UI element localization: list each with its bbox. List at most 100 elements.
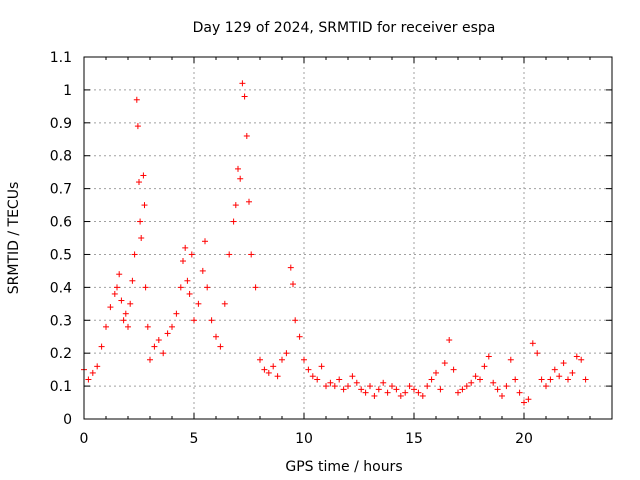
data-point — [292, 317, 299, 324]
data-point — [237, 175, 244, 182]
data-point — [180, 258, 186, 265]
data-point — [129, 277, 136, 284]
y-tick-label: 0.6 — [50, 215, 72, 231]
data-point — [199, 267, 206, 274]
data-point — [125, 323, 131, 330]
data-point — [213, 333, 219, 340]
y-tick-label: 0.1 — [50, 379, 72, 395]
data-point — [89, 369, 96, 376]
data-point — [336, 376, 343, 383]
data-point — [419, 392, 426, 399]
data-point — [182, 244, 189, 251]
data-point — [169, 323, 175, 330]
data-point — [305, 366, 312, 373]
data-point — [309, 373, 316, 380]
data-point — [283, 350, 290, 357]
data-point — [468, 379, 475, 386]
data-point — [142, 284, 149, 291]
y-tick-label: 1 — [63, 83, 72, 99]
data-point — [402, 389, 409, 396]
data-point — [131, 251, 138, 258]
data-point — [136, 179, 142, 186]
data-point — [411, 386, 417, 393]
data-point — [160, 350, 167, 357]
data-point — [274, 373, 281, 380]
y-axis-ticks: 0 0.1 0.2 0.3 0.4 0.5 0.6 0.7 0.8 0.9 1 1.1 — [50, 50, 612, 428]
data-point — [221, 300, 228, 307]
data-point — [516, 389, 523, 396]
data-point — [512, 376, 519, 383]
data-point — [252, 284, 259, 291]
data-point — [384, 389, 391, 396]
data-point — [204, 284, 211, 291]
x-axis-label: GPS time / hours — [285, 459, 402, 475]
data-point — [450, 366, 457, 373]
x-tick-label: 15 — [405, 431, 423, 447]
data-point — [107, 304, 114, 311]
data-point — [270, 363, 277, 370]
x-tick-label: 0 — [80, 431, 89, 447]
data-point — [134, 123, 141, 130]
data-point — [441, 360, 448, 367]
data-point — [521, 399, 527, 406]
data-point — [433, 369, 439, 376]
data-point — [257, 356, 263, 363]
data-point — [98, 343, 105, 350]
data-point — [507, 356, 514, 363]
x-tick-label: 10 — [295, 431, 313, 447]
data-point — [582, 376, 589, 383]
data-point — [331, 383, 338, 390]
y-tick-label: 0.5 — [50, 247, 72, 263]
data-point — [235, 165, 241, 172]
y-tick-label: 0.9 — [50, 116, 72, 132]
data-point — [137, 218, 144, 225]
data-point — [188, 251, 195, 258]
data-point — [455, 389, 461, 396]
data-point — [241, 93, 248, 100]
data-point — [287, 264, 294, 271]
data-point — [578, 356, 585, 363]
data-points — [81, 80, 589, 406]
data-point — [195, 300, 202, 307]
data-point — [538, 376, 545, 383]
data-point — [120, 317, 127, 324]
data-point — [485, 353, 492, 360]
x-axis-ticks: 0 5 10 15 20 — [80, 57, 591, 447]
data-point — [477, 376, 483, 383]
data-point — [122, 310, 129, 317]
data-point — [556, 373, 563, 380]
y-tick-label: 0.2 — [50, 346, 72, 362]
data-point — [525, 396, 532, 403]
data-point — [428, 376, 435, 383]
data-point — [543, 383, 549, 390]
data-point — [246, 198, 252, 205]
data-point — [94, 363, 101, 370]
data-point — [85, 376, 92, 383]
data-point — [279, 356, 285, 363]
data-point — [406, 383, 413, 390]
data-point — [232, 202, 239, 209]
plot-frame — [83, 56, 613, 420]
data-point — [217, 343, 224, 350]
y-tick-label: 0 — [63, 412, 72, 428]
data-point — [147, 356, 153, 363]
data-point — [177, 284, 184, 291]
data-point — [459, 386, 466, 393]
data-point — [551, 366, 558, 373]
data-point — [393, 386, 400, 393]
data-point — [499, 392, 505, 399]
data-point — [375, 386, 382, 393]
data-point — [371, 392, 378, 399]
data-point — [114, 284, 120, 291]
y-tick-label: 0.4 — [50, 280, 72, 296]
data-point — [415, 389, 422, 396]
data-point — [534, 350, 541, 357]
data-point — [367, 383, 373, 390]
data-point — [345, 383, 351, 390]
data-point — [318, 363, 325, 370]
grid-lines — [84, 57, 612, 419]
data-point — [560, 360, 567, 367]
data-point — [529, 340, 536, 347]
data-point — [353, 379, 360, 386]
data-point — [186, 290, 193, 297]
